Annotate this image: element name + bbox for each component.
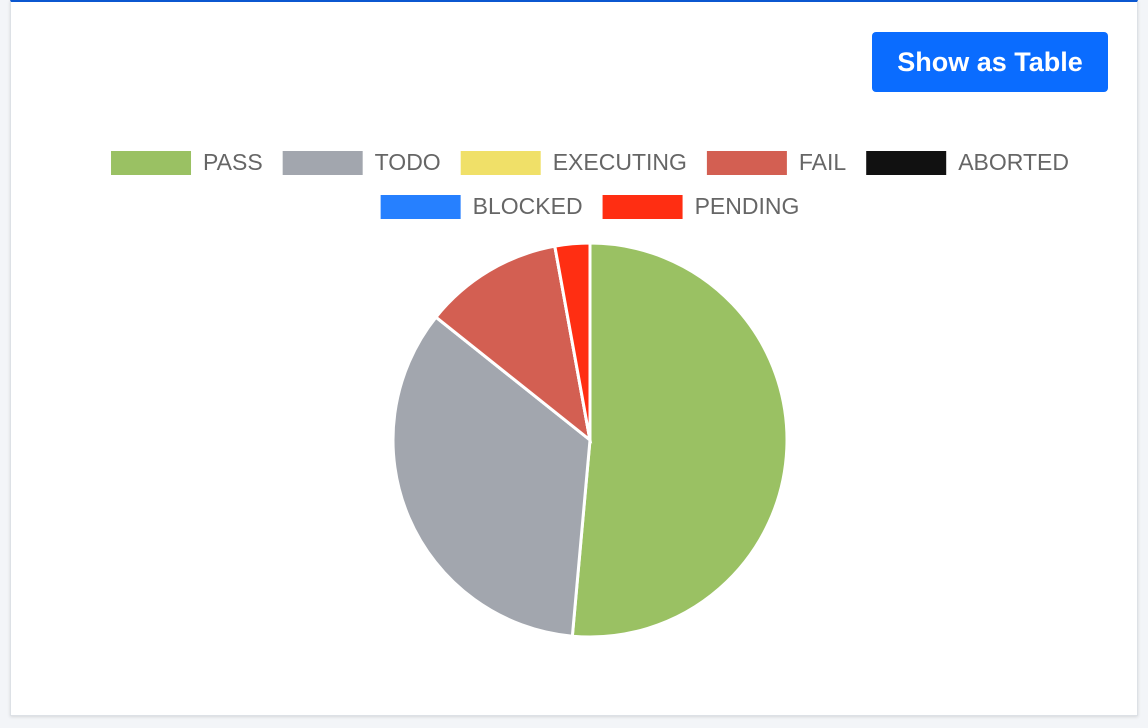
pie-slice <box>433 244 593 444</box>
pie-slice <box>553 241 592 441</box>
legend-label: EXECUTING <box>553 149 687 175</box>
legend-item: FAIL <box>706 149 847 175</box>
pie-slice <box>570 241 789 639</box>
legend-swatch <box>111 151 192 175</box>
legend-item: PENDING <box>602 193 800 219</box>
legend-swatch <box>282 151 363 175</box>
legend-label: TODO <box>375 149 441 175</box>
legend-label: ABORTED <box>958 149 1069 175</box>
pie-slice <box>391 315 592 638</box>
legend-swatch <box>460 151 541 175</box>
legend-label: PENDING <box>695 193 800 219</box>
legend-label: FAIL <box>799 149 847 175</box>
legend-swatch <box>380 195 461 219</box>
legend-label: PASS <box>203 149 263 175</box>
legend-item: ABORTED <box>866 149 1069 175</box>
legend-swatch <box>706 151 787 175</box>
legend-label: BLOCKED <box>473 193 583 219</box>
legend-swatch <box>866 151 947 175</box>
show-as-table-button[interactable]: Show as Table <box>872 32 1108 92</box>
legend-item: TODO <box>282 149 441 175</box>
legend-item: PASS <box>111 149 263 175</box>
legend-item: BLOCKED <box>380 193 583 219</box>
legend-swatch <box>602 195 683 219</box>
legend-item: EXECUTING <box>460 149 687 175</box>
